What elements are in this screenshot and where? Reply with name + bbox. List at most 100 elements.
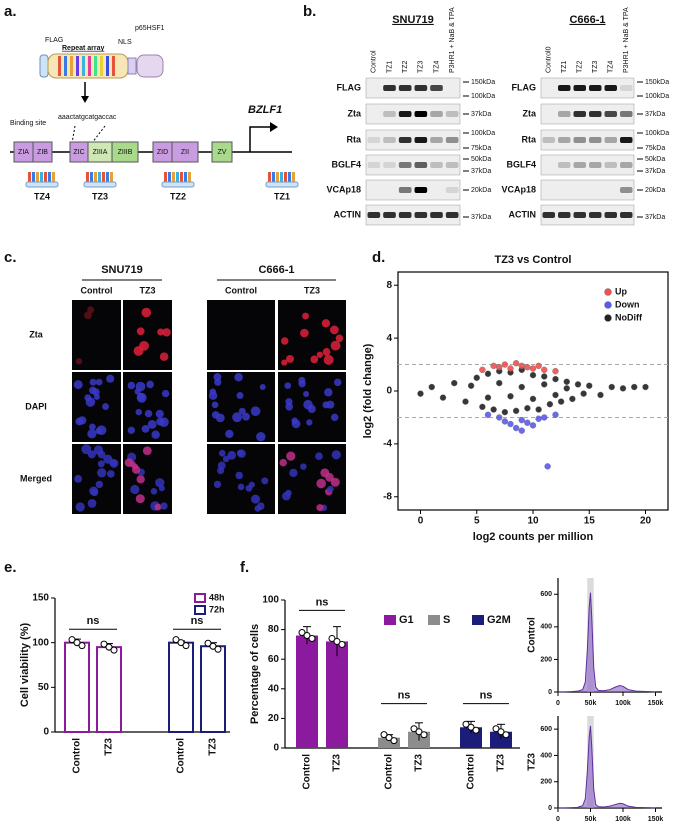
x-tick-label: 100k <box>615 816 631 823</box>
point <box>484 394 492 401</box>
nls-box <box>127 57 137 75</box>
marker-label: 20kDa <box>471 187 491 194</box>
point <box>586 382 593 389</box>
cell <box>279 458 287 467</box>
row-label: Zta <box>523 108 537 118</box>
replicate-dot <box>182 642 190 650</box>
marker-label: 100kDa <box>471 130 495 137</box>
lane-label: P3HR1 + NaB & TPA <box>623 7 630 73</box>
y-tick-label: 60 <box>268 654 280 665</box>
cell <box>135 408 143 416</box>
bar <box>64 641 90 734</box>
x-tick-label: 100k <box>615 700 631 707</box>
point <box>535 406 542 413</box>
band <box>398 162 412 168</box>
element-box <box>171 141 199 163</box>
cell <box>323 354 334 365</box>
x-tick-label: 15 <box>584 516 596 527</box>
elements: ZIA ZIB ZIC ZIIIA ZIIIB ZID ZII ZV TZ4 TZ3 TZ2 TZ1 <box>13 141 299 201</box>
tale-repeat <box>288 172 291 182</box>
band <box>414 162 428 168</box>
cell <box>250 406 261 417</box>
x-tick-label: 0 <box>418 516 424 527</box>
tale-repeat <box>106 172 109 182</box>
lane-label: TZ3 <box>418 60 425 73</box>
cell <box>102 403 110 410</box>
band <box>445 111 459 117</box>
point <box>467 382 475 389</box>
column-label: TZ3 <box>139 285 155 295</box>
cell <box>289 468 298 478</box>
band <box>589 162 602 168</box>
cell <box>146 380 154 389</box>
cell <box>217 461 226 470</box>
y-label: Cell viability (%) <box>19 622 31 707</box>
replicate-dot <box>68 636 76 644</box>
blot-strip <box>540 129 635 151</box>
band <box>430 137 443 143</box>
cell <box>78 416 87 425</box>
cell <box>97 460 105 468</box>
point <box>541 366 548 374</box>
target-label: TZ4 <box>34 191 50 201</box>
y-tick-label: 0 <box>548 805 552 812</box>
blot-strip <box>365 103 461 125</box>
histogram <box>558 592 656 693</box>
row-label: Merged <box>20 473 52 483</box>
histogram <box>558 725 656 809</box>
target-label: TZ2 <box>170 191 186 201</box>
element-label: ZIB <box>37 149 48 156</box>
lane-label: TZ2 <box>577 60 584 73</box>
band <box>398 187 412 193</box>
point <box>552 375 559 383</box>
band <box>604 137 617 143</box>
replicate-dot <box>209 642 217 650</box>
element-label: ZIC <box>73 149 84 156</box>
cell <box>81 444 92 455</box>
cell <box>242 412 250 421</box>
panel-label: a. <box>4 3 17 20</box>
bar <box>96 646 122 734</box>
point <box>473 374 480 381</box>
y-label: Control <box>527 617 538 653</box>
band <box>620 111 633 117</box>
cell <box>162 328 171 337</box>
gene-label: BZLF1 <box>248 104 282 116</box>
band <box>367 162 381 168</box>
band <box>620 212 633 218</box>
cell <box>136 475 145 484</box>
legend-marker <box>472 615 484 625</box>
point <box>484 411 492 418</box>
tale-repeat <box>52 172 55 182</box>
tale-repeat <box>184 172 187 182</box>
cell <box>157 328 165 336</box>
annotation: ns <box>316 596 329 608</box>
y-tick-label: 20 <box>268 713 280 724</box>
marker-label: 150kDa <box>645 79 669 86</box>
cell <box>97 468 107 478</box>
bar <box>296 635 318 748</box>
point <box>574 381 582 388</box>
band <box>398 212 412 218</box>
band <box>398 85 412 91</box>
cell <box>150 488 158 495</box>
cell <box>335 334 344 343</box>
cell <box>285 354 294 363</box>
point <box>524 364 531 371</box>
cell <box>84 311 92 320</box>
point <box>496 364 503 371</box>
band <box>445 137 459 143</box>
legend-marker <box>384 615 396 625</box>
tale-repeat <box>280 172 283 182</box>
cell <box>133 346 144 356</box>
cell <box>285 402 294 411</box>
row-label: DAPI <box>25 401 47 411</box>
cell <box>259 384 266 391</box>
y-tick-label: 100 <box>32 637 49 648</box>
x-tick-label: Control <box>176 738 187 774</box>
band <box>414 187 428 193</box>
y-tick-label: 0 <box>273 743 279 754</box>
blot-strip <box>540 154 635 176</box>
